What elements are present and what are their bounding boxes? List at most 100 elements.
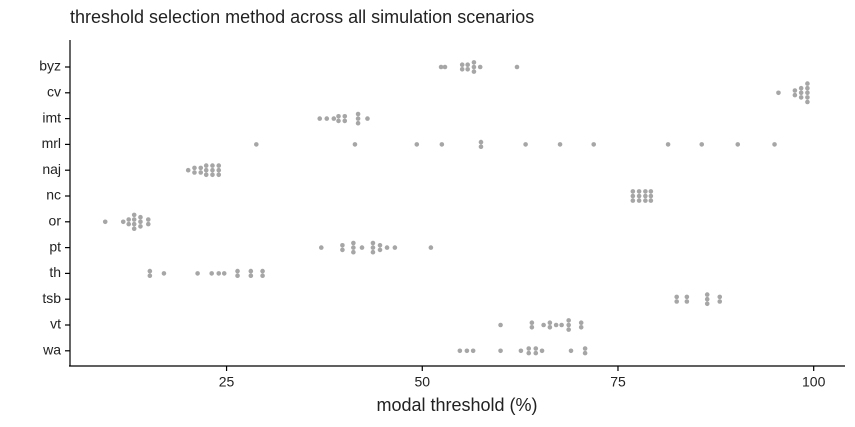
dot <box>138 219 143 225</box>
y-tick-label: byz <box>39 58 61 74</box>
dot <box>798 95 804 100</box>
dot <box>340 247 345 253</box>
dot <box>248 268 254 274</box>
dot <box>704 292 710 297</box>
dot <box>648 198 654 203</box>
dot <box>735 142 741 147</box>
dot <box>216 271 222 276</box>
x-tick-label: 50 <box>414 374 430 390</box>
dot <box>464 348 470 354</box>
dot <box>568 348 574 354</box>
dot <box>559 322 564 328</box>
x-axis-label: modal threshold (%) <box>376 395 537 415</box>
dot <box>340 243 345 248</box>
dot <box>147 268 153 274</box>
dot <box>684 299 690 304</box>
dot <box>699 142 705 147</box>
dot <box>209 271 214 276</box>
dot <box>260 268 265 274</box>
dot <box>370 245 376 250</box>
dot <box>578 320 584 326</box>
dot <box>465 67 470 72</box>
dot <box>591 142 597 147</box>
dot <box>665 142 671 147</box>
y-tick-label: tsb <box>42 290 61 306</box>
dot <box>102 219 108 225</box>
dot <box>138 214 143 220</box>
dot <box>260 273 265 279</box>
dot <box>318 245 324 250</box>
dot <box>351 240 356 246</box>
dot <box>798 85 804 91</box>
dot <box>643 193 648 199</box>
dot <box>352 142 358 147</box>
dot <box>636 198 642 203</box>
dot <box>336 114 341 119</box>
dot <box>717 299 723 304</box>
dot <box>805 99 810 105</box>
dot <box>392 245 398 250</box>
dot <box>798 90 804 96</box>
dot <box>459 62 465 67</box>
dot <box>471 69 477 74</box>
dot <box>630 198 636 203</box>
dot <box>792 88 798 93</box>
dot <box>498 322 503 328</box>
dot <box>478 139 484 145</box>
dot <box>578 325 584 330</box>
dot <box>566 318 571 323</box>
dot <box>805 95 810 100</box>
dot <box>776 90 781 96</box>
y-tick-label: th <box>49 264 61 280</box>
dot <box>772 142 777 147</box>
dot <box>342 114 348 119</box>
dot <box>131 212 137 218</box>
y-tick-label: imt <box>42 109 61 125</box>
dot <box>342 118 348 124</box>
dot <box>203 172 209 178</box>
dot <box>465 62 470 67</box>
dot <box>317 116 323 121</box>
dot <box>195 271 200 276</box>
dot <box>377 247 383 253</box>
dot <box>384 245 390 250</box>
dot <box>630 189 636 194</box>
dot <box>533 350 539 356</box>
dot <box>630 193 636 199</box>
dot <box>216 163 222 168</box>
dot <box>553 322 559 328</box>
dot <box>377 243 383 248</box>
dot <box>131 217 137 222</box>
dot <box>254 142 259 147</box>
dot <box>541 322 546 328</box>
dot <box>138 224 143 229</box>
y-tick-label: pt <box>49 238 61 254</box>
dot <box>643 198 648 203</box>
dot <box>648 193 654 199</box>
dot <box>523 142 528 147</box>
dot <box>351 249 356 255</box>
dot <box>198 170 204 175</box>
y-tick-label: vt <box>50 316 61 332</box>
y-tick-label: wa <box>42 342 61 358</box>
dot <box>704 296 710 302</box>
dot <box>351 245 356 250</box>
dot <box>547 320 553 326</box>
dot <box>324 116 330 121</box>
dot <box>192 170 197 175</box>
y-tick-label: mrl <box>42 135 61 151</box>
dot <box>648 189 654 194</box>
dot <box>442 64 448 70</box>
dot <box>120 219 126 225</box>
dot <box>131 226 137 231</box>
dot <box>336 118 341 124</box>
dot <box>457 348 463 354</box>
dot <box>805 90 810 96</box>
dot <box>210 167 215 173</box>
dot <box>370 240 376 246</box>
dot <box>221 271 227 276</box>
dot <box>185 167 191 173</box>
dot <box>582 350 588 356</box>
dot <box>498 348 503 354</box>
